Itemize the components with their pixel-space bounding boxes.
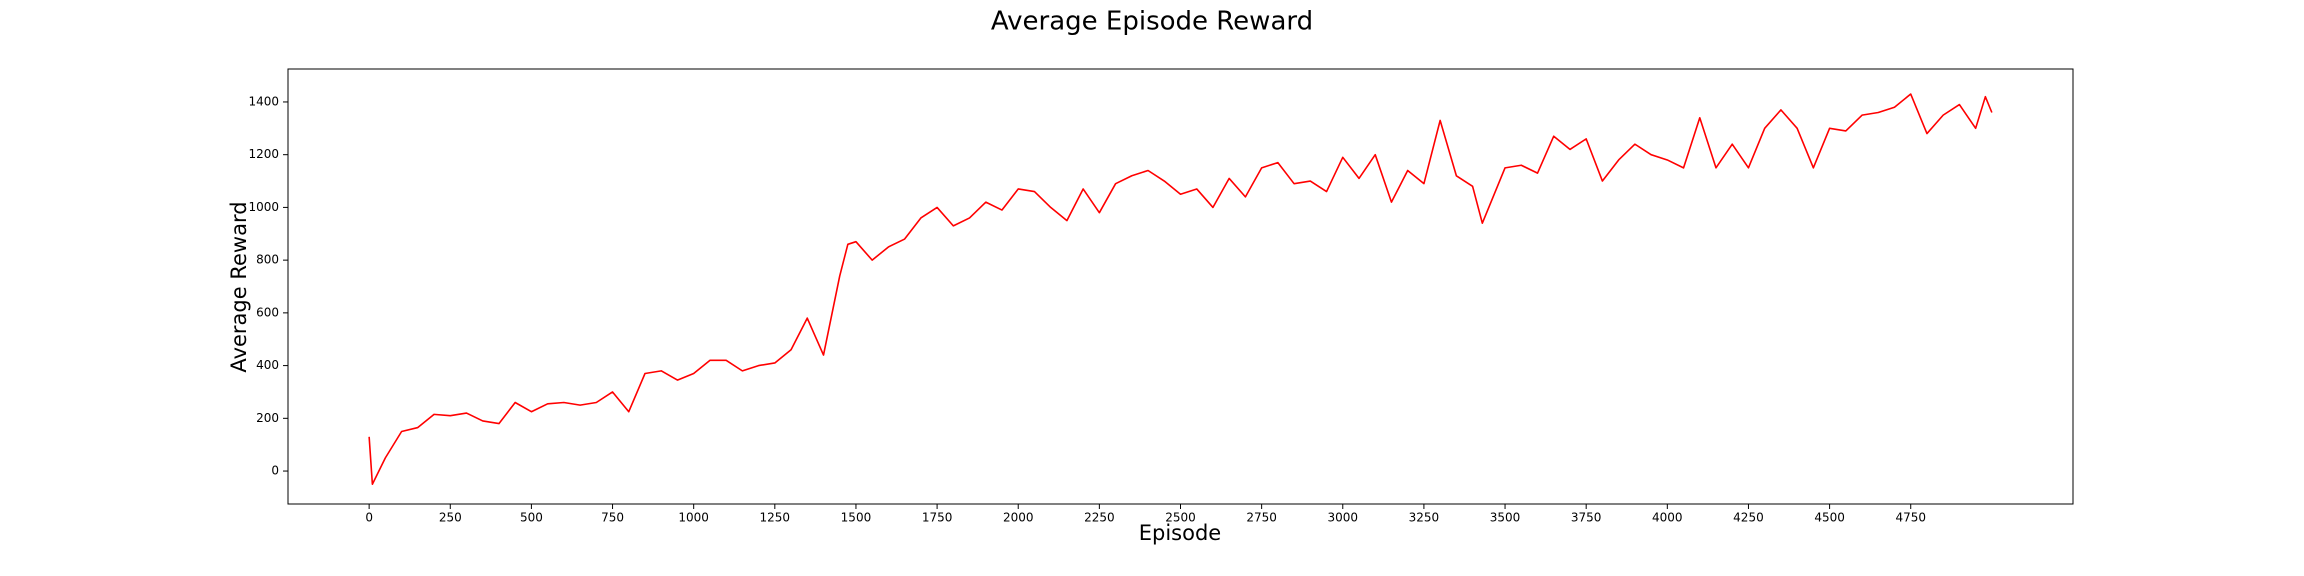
x-tick-label: 3500: [1490, 511, 1521, 525]
x-tick-label: 1250: [760, 511, 791, 525]
y-tick-label: 200: [256, 411, 279, 425]
line: [368, 93, 1993, 486]
x-axis-label: Episode: [1139, 521, 1221, 545]
x-tick-label: 0: [365, 511, 373, 525]
x-tick-label: 500: [520, 511, 543, 525]
x-tick-label: 2250: [1084, 511, 1115, 525]
x-tick-label: 4000: [1652, 511, 1683, 525]
x-tick-label: 2000: [1003, 511, 1034, 525]
y-tick-label: 600: [256, 305, 279, 319]
y-tick-label: 1200: [248, 147, 279, 161]
x-tick-label: 3000: [1327, 511, 1358, 525]
y-tick-label: 1000: [248, 200, 279, 214]
plot-frame: [287, 68, 2074, 505]
y-tick-label: 0: [271, 464, 279, 478]
y-tick-label: 400: [256, 358, 279, 372]
y-tick-label: 1400: [248, 94, 279, 108]
x-tick-label: 1000: [678, 511, 709, 525]
x-tick-label: 1500: [841, 511, 872, 525]
y-axis-label: Average Reward: [227, 201, 251, 372]
x-tick-label: 750: [601, 511, 624, 525]
chart-title: Average Episode Reward: [991, 7, 1313, 37]
x-tick-label: 4500: [1814, 511, 1845, 525]
x-tick-label: 4250: [1733, 511, 1764, 525]
y-tick-label: 800: [256, 253, 279, 267]
x-tick-label: 2750: [1246, 511, 1277, 525]
x-tick-label: 3250: [1409, 511, 1440, 525]
x-tick-label: 1750: [922, 511, 953, 525]
x-tick-label: 2500: [1165, 511, 1196, 525]
x-tick-label: 250: [439, 511, 462, 525]
x-tick-label: 3750: [1571, 511, 1602, 525]
x-tick-label: 4750: [1895, 511, 1926, 525]
